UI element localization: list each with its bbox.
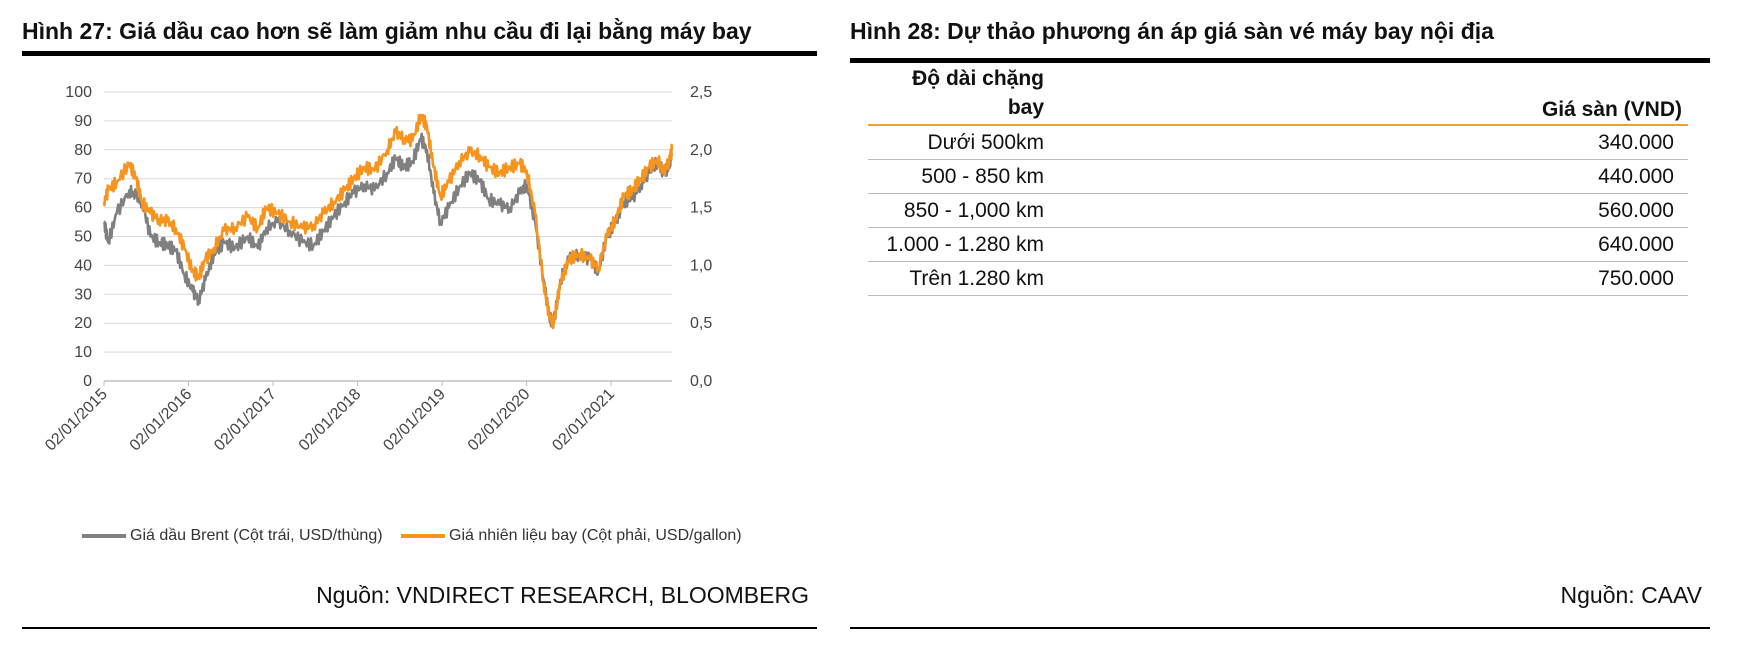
table-row: 850 - 1,000 km 560.000	[868, 193, 1688, 228]
table-row: 500 - 850 km 440.000	[868, 159, 1688, 194]
route-length-cell: Dưới 500km	[868, 125, 1050, 160]
y-left-tick-label: 60	[74, 200, 92, 217]
y-left-tick-label: 90	[74, 113, 92, 130]
y-right-tick-label: 1,0	[690, 257, 712, 274]
table-row: 1.000 - 1.280 km 640.000	[868, 227, 1688, 262]
y-right-tick-label: 2,0	[690, 142, 712, 159]
figure-27-title: Hình 27: Giá dầu cao hơn sẽ làm giảm nhu…	[22, 18, 752, 44]
table-row: Trên 1.280 km 750.000	[868, 261, 1688, 296]
brent-price-line	[103, 132, 674, 328]
legend-item-jet-fuel: Giá nhiên liệu bay (Cột phải, USD/gallon…	[401, 527, 742, 545]
floor-price-cell: 560.000	[1050, 193, 1688, 228]
legend-label-jet-fuel: Giá nhiên liệu bay (Cột phải, USD/gallon…	[449, 527, 742, 544]
y-left-tick-label: 50	[74, 229, 92, 246]
floor-price-cell: 640.000	[1050, 227, 1688, 262]
y-axis-left: 0 10 20 30 40 50 60 70 80 90 100	[65, 84, 92, 390]
header-route-length: Độ dài chặng bay	[868, 64, 1050, 126]
y-left-tick-label: 100	[65, 84, 92, 101]
x-tick-label: 02/01/2016	[127, 386, 196, 455]
legend-swatch-jet-fuel	[401, 533, 446, 538]
legend-swatch-brent	[82, 533, 126, 538]
legend-label-brent: Giá dầu Brent (Cột trái, USD/thùng)	[130, 527, 383, 544]
x-tick-label: 02/01/2015	[42, 386, 111, 455]
x-tick-label: 02/01/2019	[380, 386, 449, 455]
y-left-tick-label: 0	[83, 373, 92, 390]
y-left-tick-label: 40	[74, 257, 92, 274]
figure-28-top-rule	[850, 58, 1710, 63]
y-left-tick-label: 30	[74, 286, 92, 303]
floor-price-cell: 440.000	[1050, 159, 1688, 194]
y-axis-right: 0,0 0,5 1,0 1,5 2,0 2,5	[690, 84, 712, 390]
x-tick-label: 02/01/2021	[549, 386, 618, 455]
y-left-tick-label: 10	[74, 344, 92, 361]
legend-item-brent: Giá dầu Brent (Cột trái, USD/thùng)	[82, 527, 383, 545]
route-length-cell: 1.000 - 1.280 km	[868, 227, 1050, 262]
route-length-cell: 500 - 850 km	[868, 159, 1050, 194]
figure-27-top-rule	[22, 51, 817, 56]
table-row: Dưới 500km 340.000	[868, 125, 1688, 160]
x-tick-label: 02/01/2017	[211, 386, 280, 455]
series-lines	[102, 113, 674, 330]
figure-28-bottom-rule	[850, 627, 1710, 629]
y-left-tick-label: 20	[74, 315, 92, 332]
figure-27-bottom-rule	[22, 627, 817, 629]
figure-27-panel: Hình 27: Giá dầu cao hơn sẽ làm giảm nhu…	[22, 0, 817, 652]
route-length-cell: Trên 1.280 km	[868, 261, 1050, 296]
grid-lines	[104, 91, 672, 353]
figure-28-source: Nguồn: CAAV	[1560, 582, 1702, 608]
floor-price-cell: 340.000	[1050, 125, 1688, 160]
y-right-tick-label: 1,5	[690, 200, 712, 217]
figure-28-title: Hình 28: Dự thảo phương án áp giá sàn vé…	[850, 18, 1494, 44]
figure-27-source: Nguồn: VNDIRECT RESEARCH, BLOOMBERG	[316, 582, 809, 608]
y-left-tick-label: 70	[74, 171, 92, 188]
x-axis: 02/01/2015 02/01/2016 02/01/2017 02/01/2018…	[42, 380, 672, 455]
x-tick-label: 02/01/2020	[465, 386, 534, 455]
y-left-tick-label: 80	[74, 142, 92, 159]
figure-28-panel: Hình 28: Dự thảo phương án áp giá sàn vé…	[850, 0, 1710, 652]
y-right-tick-label: 2,5	[690, 84, 712, 101]
chart-legend: Giá dầu Brent (Cột trái, USD/thùng) Giá …	[82, 527, 756, 545]
y-right-tick-label: 0,5	[690, 315, 712, 332]
x-tick-label: 02/01/2018	[296, 386, 365, 455]
route-length-cell: 850 - 1,000 km	[868, 193, 1050, 228]
oil-price-line-chart: 0 10 20 30 40 50 60 70 80 90 100 0,0 0,5 1,0 1,5 2,0 2,…	[42, 84, 712, 455]
floor-price-cell: 750.000	[1050, 261, 1688, 296]
y-right-tick-label: 0,0	[690, 373, 712, 390]
table-header-row: Độ dài chặng bay Giá sàn (VND)	[868, 64, 1688, 126]
jet-fuel-price-line	[102, 113, 674, 330]
header-floor-price: Giá sàn (VND)	[1050, 64, 1688, 126]
floor-price-table: Độ dài chặng bay Giá sàn (VND) Dưới 500k…	[868, 64, 1688, 296]
